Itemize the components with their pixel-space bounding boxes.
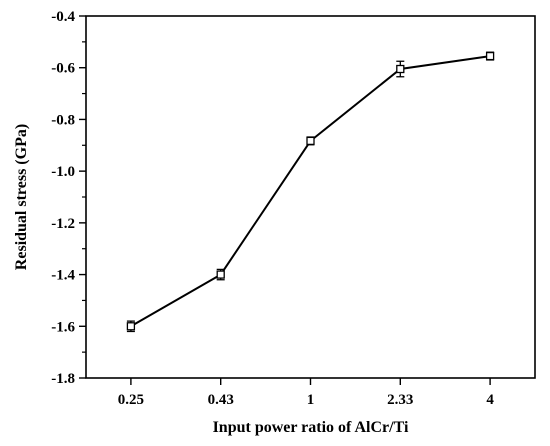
y-axis-title: Residual stress (GPa) [13,124,30,270]
data-point [216,270,225,279]
y-tick-label: -1.8 [51,371,75,387]
y-tick-label: -1.6 [51,319,75,335]
y-tick-label: -0.6 [51,61,75,77]
data-point [306,136,315,146]
data-point [485,51,495,61]
series-line [130,55,491,328]
plot-area: -1.8 -1.6 -1.4 -1.2 -1.0 -0.8 -0.6 -0.4 0.25 0.43… [51,9,536,408]
x-tick-label: 2.33 [387,392,413,408]
x-tick-label: 0.25 [118,392,144,408]
y-tick-label: -1.2 [51,216,75,232]
x-tick-label: 1 [307,392,315,408]
y-tick-label: -1.0 [51,164,75,180]
y-tick-label: -1.4 [51,268,75,284]
x-tick-label: 0.43 [208,392,234,408]
plot-frame [85,15,536,379]
y-tick-label: -0.4 [51,9,75,25]
y-tick-label: -0.8 [51,112,75,128]
x-axis-title: Input power ratio of AlCr/Ti [213,419,409,436]
data-point [396,64,405,74]
data-point [126,322,136,331]
x-tick-label: 4 [486,392,494,408]
